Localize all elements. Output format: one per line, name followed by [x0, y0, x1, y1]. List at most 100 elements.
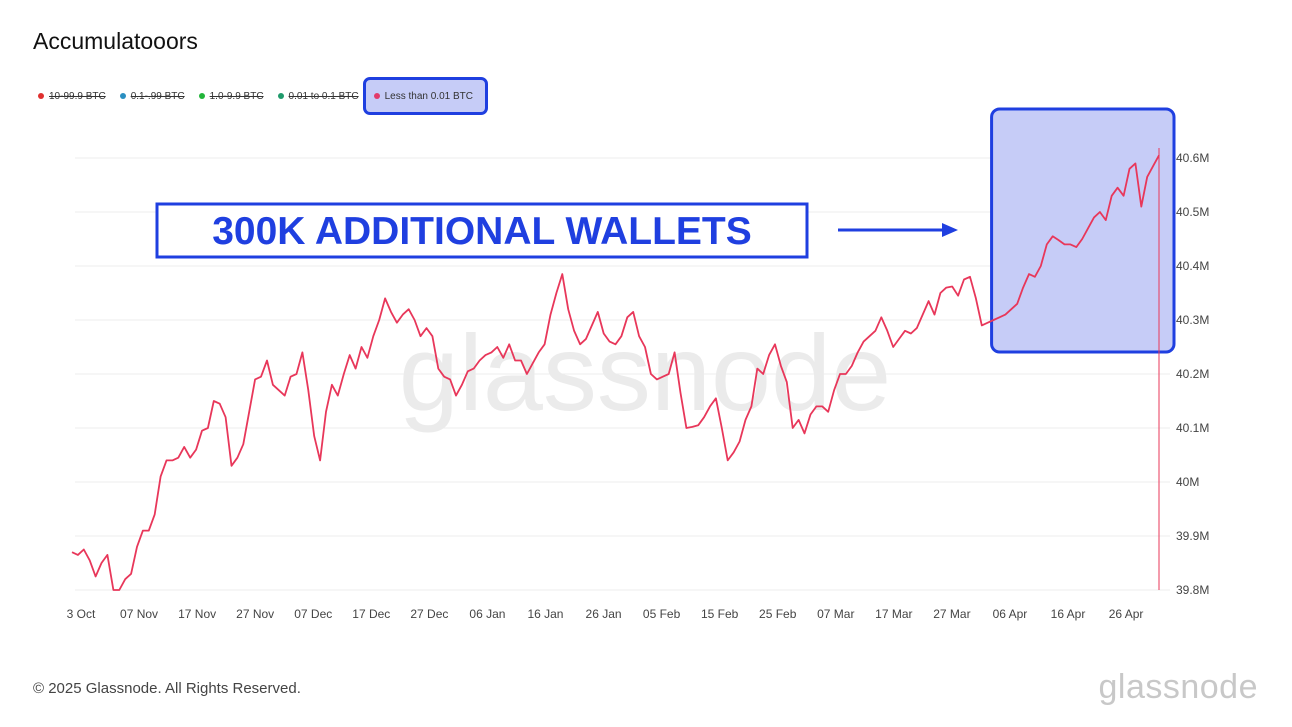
data-point[interactable] — [673, 351, 675, 353]
data-point[interactable] — [183, 446, 185, 448]
data-point[interactable] — [236, 457, 238, 459]
data-point[interactable] — [1081, 238, 1083, 240]
data-point[interactable] — [939, 292, 941, 294]
data-point[interactable] — [284, 394, 286, 396]
data-point[interactable] — [904, 330, 906, 332]
data-point[interactable] — [839, 373, 841, 375]
data-point[interactable] — [224, 416, 226, 418]
data-point[interactable] — [998, 316, 1000, 318]
data-point[interactable] — [555, 292, 557, 294]
data-point[interactable] — [561, 273, 563, 275]
data-point[interactable] — [112, 589, 114, 591]
data-point[interactable] — [165, 459, 167, 461]
data-point[interactable] — [591, 324, 593, 326]
data-point[interactable] — [1046, 243, 1048, 245]
data-point[interactable] — [585, 338, 587, 340]
data-point[interactable] — [992, 319, 994, 321]
data-point[interactable] — [390, 311, 392, 313]
data-point[interactable] — [378, 319, 380, 321]
data-point[interactable] — [573, 330, 575, 332]
data-point[interactable] — [886, 330, 888, 332]
data-point[interactable] — [632, 311, 634, 313]
data-point[interactable] — [685, 427, 687, 429]
data-point[interactable] — [1122, 195, 1124, 197]
data-point[interactable] — [803, 432, 805, 434]
data-point[interactable] — [1004, 313, 1006, 315]
data-point[interactable] — [508, 343, 510, 345]
data-point[interactable] — [313, 435, 315, 437]
data-point[interactable] — [189, 457, 191, 459]
data-point[interactable] — [845, 373, 847, 375]
data-point[interactable] — [484, 354, 486, 356]
data-point[interactable] — [354, 367, 356, 369]
data-point[interactable] — [1146, 176, 1148, 178]
data-point[interactable] — [738, 440, 740, 442]
data-point[interactable] — [792, 427, 794, 429]
data-point[interactable] — [532, 362, 534, 364]
data-point[interactable] — [83, 548, 85, 550]
data-point[interactable] — [975, 297, 977, 299]
data-point[interactable] — [786, 381, 788, 383]
data-point[interactable] — [413, 319, 415, 321]
data-point[interactable] — [703, 416, 705, 418]
data-point[interactable] — [266, 359, 268, 361]
data-point[interactable] — [425, 327, 427, 329]
data-point[interactable] — [213, 400, 215, 402]
data-point[interactable] — [242, 443, 244, 445]
data-point[interactable] — [496, 346, 498, 348]
data-point[interactable] — [106, 554, 108, 556]
data-point[interactable] — [1052, 235, 1054, 237]
data-point[interactable] — [343, 373, 345, 375]
data-point[interactable] — [118, 589, 120, 591]
data-point[interactable] — [626, 316, 628, 318]
data-point[interactable] — [638, 335, 640, 337]
glassnode-logo[interactable]: glassnode — [1098, 668, 1258, 706]
data-point[interactable] — [478, 359, 480, 361]
data-point[interactable] — [1140, 205, 1142, 207]
data-point[interactable] — [857, 351, 859, 353]
data-point[interactable] — [656, 378, 658, 380]
data-point[interactable] — [278, 389, 280, 391]
data-point[interactable] — [461, 384, 463, 386]
data-point[interactable] — [780, 365, 782, 367]
legend-item-0[interactable]: 10-99.9 BTC — [38, 91, 106, 102]
legend-item-3[interactable]: 0.01 to 0.1 BTC — [277, 91, 359, 102]
data-point[interactable] — [148, 529, 150, 531]
data-point[interactable] — [437, 367, 439, 369]
data-point[interactable] — [608, 340, 610, 342]
data-point[interactable] — [898, 338, 900, 340]
data-point[interactable] — [467, 370, 469, 372]
data-point[interactable] — [774, 343, 776, 345]
data-point[interactable] — [384, 297, 386, 299]
data-point[interactable] — [821, 405, 823, 407]
data-point[interactable] — [933, 313, 935, 315]
data-point[interactable] — [892, 346, 894, 348]
data-point[interactable] — [543, 343, 545, 345]
data-point[interactable] — [77, 554, 79, 556]
data-point[interactable] — [963, 278, 965, 280]
data-point[interactable] — [289, 376, 291, 378]
data-point[interactable] — [372, 335, 374, 337]
data-point[interactable] — [331, 384, 333, 386]
data-point[interactable] — [1111, 195, 1113, 197]
legend-item-1[interactable]: 0.1-.99 BTC — [119, 91, 185, 102]
data-point[interactable] — [1087, 227, 1089, 229]
data-point[interactable] — [957, 295, 959, 297]
data-point[interactable] — [171, 459, 173, 461]
data-point[interactable] — [1116, 187, 1118, 189]
data-point[interactable] — [549, 313, 551, 315]
data-point[interactable] — [697, 424, 699, 426]
data-point[interactable] — [862, 340, 864, 342]
data-point[interactable] — [254, 378, 256, 380]
data-point[interactable] — [514, 359, 516, 361]
data-point[interactable] — [762, 373, 764, 375]
data-point[interactable] — [797, 419, 799, 421]
data-point[interactable] — [679, 392, 681, 394]
data-point[interactable] — [154, 513, 156, 515]
data-point[interactable] — [827, 411, 829, 413]
data-point[interactable] — [750, 405, 752, 407]
data-point[interactable] — [1010, 308, 1012, 310]
data-point[interactable] — [419, 335, 421, 337]
data-point[interactable] — [538, 351, 540, 353]
data-point[interactable] — [744, 419, 746, 421]
